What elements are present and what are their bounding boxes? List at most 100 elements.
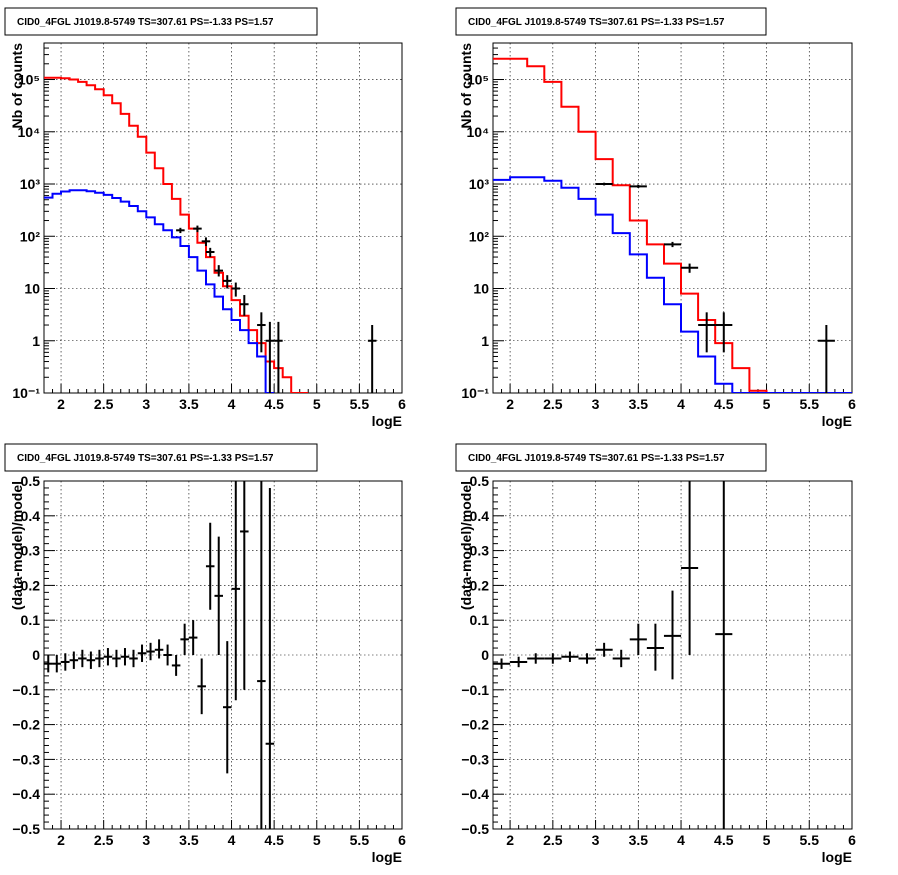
x-tick-label: 5.5: [800, 396, 820, 412]
data-point: [578, 653, 596, 664]
y-tick-label: 10³: [469, 176, 490, 192]
y-tick-label: −0.2: [12, 717, 40, 733]
chart-panel-bottom-left: CID0_4FGL J1019.8-5749 TS=307.61 PS=-1.3…: [4, 443, 406, 865]
x-tick-label: 3: [142, 396, 150, 412]
data-point: [44, 655, 53, 673]
y-tick-label: 10⁻¹: [461, 385, 489, 401]
x-tick-label: 3: [592, 832, 600, 848]
data-point: [681, 481, 699, 655]
x-tick-label: 4.5: [264, 396, 284, 412]
data-layer: [493, 57, 852, 393]
title-box: [455, 7, 767, 36]
y-tick-label: 0: [481, 647, 489, 663]
data-point: [663, 241, 682, 248]
y-tick-label: 10⁴: [18, 124, 41, 140]
x-tick-label: 4.5: [714, 396, 734, 412]
data-point: [231, 481, 241, 701]
data-layer: [44, 481, 275, 829]
x-axis-label: logE: [372, 849, 402, 865]
x-tick-label: 5.5: [800, 832, 820, 848]
data-point: [103, 648, 113, 666]
data-point: [137, 644, 147, 662]
chart-panel-bottom-right: CID0_4FGL J1019.8-5749 TS=307.61 PS=-1.3…: [455, 443, 856, 865]
x-tick-label: 4: [677, 832, 685, 848]
x-tick-label: 6: [848, 832, 856, 848]
y-tick-label: −0.3: [12, 751, 40, 767]
y-axis-label: (data-model)/model: [9, 481, 25, 610]
data-point: [223, 275, 232, 289]
x-tick-label: 3.5: [629, 396, 649, 412]
data-point: [205, 522, 215, 610]
x-tick-label: 2: [506, 832, 514, 848]
x-tick-label: 5: [763, 832, 771, 848]
y-axis-label: (data-model)/model: [458, 481, 474, 610]
x-tick-label: 4: [228, 396, 236, 412]
data-point: [78, 649, 87, 668]
y-tick-label: 0.2: [21, 577, 41, 593]
y-tick-label: −0.3: [461, 751, 489, 767]
data-point: [510, 656, 528, 668]
x-tick-label: 3: [592, 396, 600, 412]
data-point: [240, 481, 249, 690]
x-tick-label: 3.5: [179, 832, 199, 848]
data-point: [193, 225, 202, 233]
y-tick-label: −0.5: [12, 821, 40, 837]
y-tick-label: 10: [473, 281, 489, 297]
x-tick-label: 4: [228, 832, 236, 848]
x-axis-label: logE: [822, 413, 852, 429]
y-axis-label: Nb of counts: [9, 43, 25, 129]
chart-title: CID0_4FGL J1019.8-5749 TS=307.61 PS=-1.3…: [17, 453, 274, 464]
x-tick-label: 2.5: [94, 396, 114, 412]
y-tick-label: −0.5: [461, 821, 489, 837]
y-tick-label: 1: [32, 333, 40, 349]
y-tick-label: 0.4: [470, 508, 490, 524]
data-point: [646, 623, 664, 671]
data-point: [171, 655, 181, 676]
data-point: [663, 590, 682, 680]
y-tick-label: 0.5: [470, 473, 490, 489]
x-tick-label: 2.5: [543, 396, 563, 412]
y-tick-label: −0.4: [12, 786, 40, 802]
y-tick-label: 0.3: [470, 543, 490, 559]
x-tick-label: 5: [313, 396, 321, 412]
chart-title: CID0_4FGL J1019.8-5749 TS=307.61 PS=-1.3…: [17, 17, 274, 28]
chart-panel-top-right: CID0_4FGL J1019.8-5749 TS=307.61 PS=-1.3…: [455, 7, 856, 429]
data-point: [240, 295, 249, 316]
data-point: [146, 642, 155, 661]
chart-panel-top-left: CID0_4FGL J1019.8-5749 TS=307.61 PS=-1.3…: [4, 7, 406, 429]
data-point: [817, 325, 835, 393]
x-tick-label: 2: [506, 396, 514, 412]
data-point: [265, 321, 275, 393]
y-tick-label: 0: [32, 647, 40, 663]
y-tick-label: 0.1: [470, 612, 490, 628]
x-tick-label: 2: [57, 832, 65, 848]
chart-title: CID0_4FGL J1019.8-5749 TS=307.61 PS=-1.3…: [468, 17, 725, 28]
data-point: [561, 651, 579, 662]
x-tick-label: 6: [398, 396, 406, 412]
data-point: [544, 653, 562, 664]
x-tick-label: 4.5: [714, 832, 734, 848]
chart-title: CID0_4FGL J1019.8-5749 TS=307.61 PS=-1.3…: [468, 453, 725, 464]
series-step-blue: [44, 189, 275, 393]
x-tick-label: 2.5: [543, 832, 563, 848]
data-point: [214, 536, 223, 655]
data-point: [493, 658, 511, 669]
y-tick-label: −0.4: [461, 786, 489, 802]
x-axis-label: logE: [822, 849, 852, 865]
data-point: [214, 265, 223, 277]
data-point: [681, 263, 699, 273]
data-point: [367, 325, 377, 393]
title-box: [455, 443, 767, 472]
data-point: [120, 648, 130, 666]
data-point: [612, 649, 630, 668]
data-point: [86, 651, 96, 669]
data-point: [629, 623, 647, 655]
data-point: [188, 620, 198, 655]
data-point: [715, 312, 733, 353]
title-box: [4, 443, 318, 472]
y-tick-label: −0.1: [461, 682, 489, 698]
y-tick-label: 0.2: [470, 577, 490, 593]
data-point: [715, 481, 733, 829]
x-tick-label: 2.5: [94, 832, 114, 848]
